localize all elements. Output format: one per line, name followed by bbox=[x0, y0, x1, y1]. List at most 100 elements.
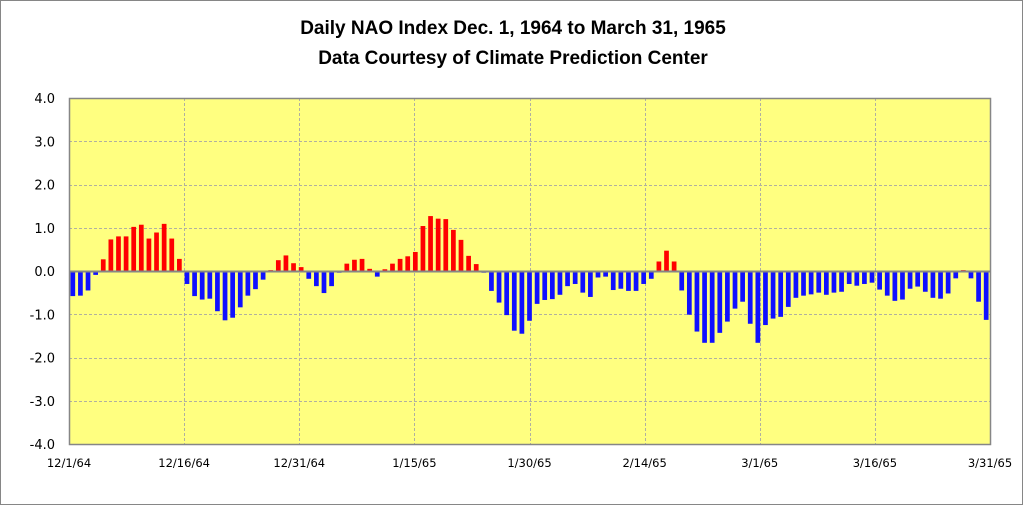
bar bbox=[100, 259, 106, 271]
bar bbox=[580, 271, 586, 293]
bar bbox=[321, 271, 327, 294]
y-tick-label: 2.0 bbox=[34, 179, 55, 194]
bar bbox=[527, 271, 532, 321]
x-axis-ticks: 12/1/64 12/16/64 12/31/64 1/15/65 1/30/65 2/1… bbox=[47, 456, 1012, 470]
bar bbox=[390, 263, 395, 271]
bar bbox=[314, 271, 319, 287]
bar bbox=[656, 261, 662, 271]
bar bbox=[215, 271, 220, 312]
bar bbox=[78, 271, 83, 296]
bar bbox=[633, 271, 639, 291]
bar bbox=[930, 271, 936, 298]
bar bbox=[108, 239, 114, 271]
bar bbox=[352, 259, 357, 271]
bar bbox=[283, 255, 289, 271]
y-axis-ticks: 4.0 3.0 2.0 1.0 0.0 -1.0 -2.0 -3.0 -4.0 bbox=[30, 92, 55, 453]
bar bbox=[374, 271, 380, 277]
bar bbox=[70, 271, 76, 297]
bar bbox=[397, 258, 403, 271]
bar bbox=[154, 232, 159, 271]
bar bbox=[679, 271, 685, 291]
bar bbox=[626, 271, 631, 291]
bar bbox=[473, 264, 479, 271]
bar bbox=[846, 271, 852, 284]
plot-border bbox=[68, 97, 992, 446]
bar bbox=[504, 271, 510, 316]
bar bbox=[138, 224, 144, 271]
bar bbox=[199, 271, 205, 300]
x-tick-label: 3/31/65 bbox=[968, 456, 1012, 470]
bar bbox=[306, 271, 312, 279]
bar bbox=[123, 236, 129, 271]
bar bbox=[511, 271, 517, 331]
bar bbox=[869, 271, 875, 283]
bar bbox=[588, 271, 593, 297]
bar bbox=[177, 258, 182, 271]
bar bbox=[184, 271, 190, 284]
bar bbox=[458, 239, 464, 271]
x-tick-label: 12/1/64 bbox=[47, 456, 91, 470]
bar bbox=[572, 271, 578, 284]
bar bbox=[222, 271, 228, 321]
bar bbox=[686, 271, 692, 315]
bar bbox=[253, 271, 258, 290]
bar bbox=[862, 271, 867, 284]
bar bbox=[892, 271, 898, 301]
bar bbox=[664, 250, 669, 271]
bar bbox=[519, 271, 525, 334]
bar bbox=[534, 271, 540, 304]
bar bbox=[291, 263, 296, 271]
bar bbox=[839, 271, 844, 292]
bar bbox=[732, 271, 738, 309]
bar bbox=[260, 271, 266, 280]
x-tick-label: 2/14/65 bbox=[622, 456, 666, 470]
bar bbox=[131, 226, 137, 271]
bar bbox=[945, 271, 951, 294]
bar bbox=[146, 238, 152, 271]
bar bbox=[884, 271, 890, 296]
bars bbox=[70, 216, 989, 343]
bar bbox=[93, 271, 98, 275]
y-tick-label: -1.0 bbox=[30, 308, 55, 323]
bar bbox=[709, 271, 715, 343]
x-tick-label: 1/30/65 bbox=[507, 456, 551, 470]
bar bbox=[831, 271, 837, 293]
bar bbox=[983, 271, 989, 320]
bar bbox=[801, 271, 806, 296]
bar bbox=[496, 271, 502, 303]
bar bbox=[329, 271, 334, 287]
bar bbox=[412, 251, 418, 271]
x-tick-label: 3/1/65 bbox=[741, 456, 778, 470]
y-tick-label: -3.0 bbox=[30, 395, 55, 410]
bar bbox=[595, 271, 601, 278]
bar bbox=[207, 271, 213, 299]
y-tick-label: -2.0 bbox=[30, 352, 55, 367]
bar bbox=[359, 258, 365, 271]
x-tick-label: 12/31/64 bbox=[273, 456, 325, 470]
bar bbox=[237, 271, 243, 308]
chart-title: Daily NAO Index Dec. 1, 1964 to March 31… bbox=[300, 18, 726, 39]
bar bbox=[85, 271, 91, 291]
bar bbox=[778, 271, 784, 317]
bar bbox=[161, 223, 167, 271]
x-tick-label: 3/16/65 bbox=[853, 456, 897, 470]
bar bbox=[968, 271, 974, 279]
bar bbox=[428, 216, 433, 271]
bar bbox=[717, 271, 723, 333]
bar bbox=[702, 271, 707, 343]
bar bbox=[542, 271, 548, 300]
bar bbox=[557, 271, 563, 295]
bar bbox=[230, 271, 236, 318]
bar bbox=[808, 271, 814, 295]
bar bbox=[641, 271, 647, 284]
bar bbox=[922, 271, 928, 292]
bar bbox=[816, 271, 822, 293]
bar bbox=[192, 271, 197, 297]
bar bbox=[900, 271, 905, 300]
bar bbox=[435, 218, 441, 271]
bar bbox=[275, 260, 281, 271]
x-tick-label: 12/16/64 bbox=[158, 456, 210, 470]
bar bbox=[915, 271, 921, 287]
y-tick-label: -4.0 bbox=[30, 438, 55, 453]
bar bbox=[694, 271, 700, 332]
